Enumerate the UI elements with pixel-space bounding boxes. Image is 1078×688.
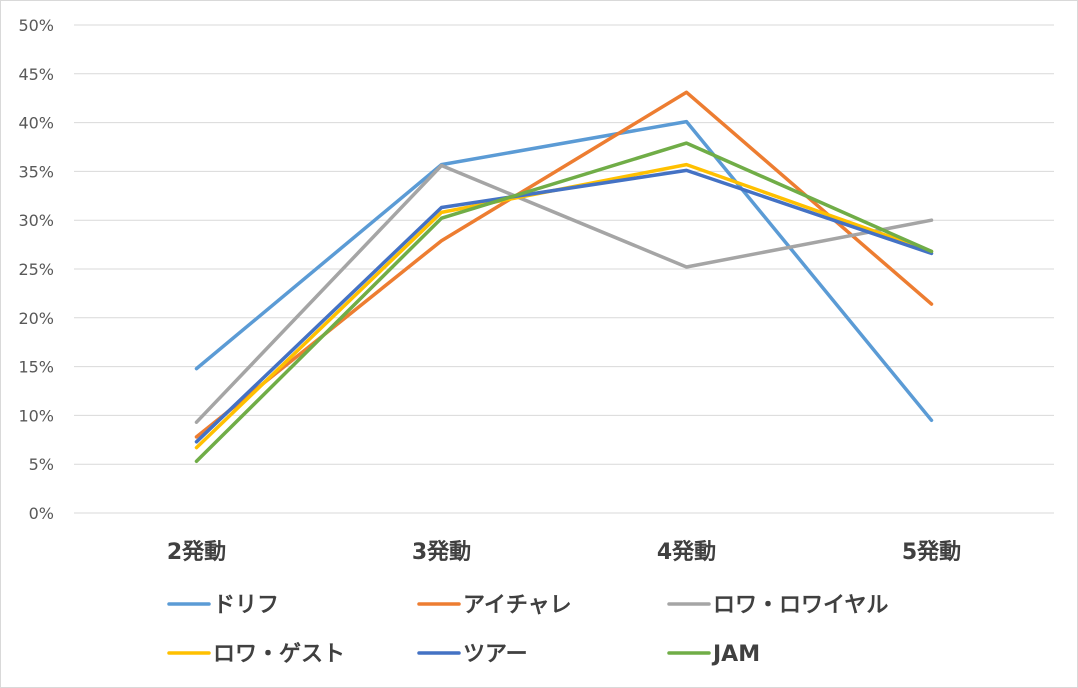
legend-item: ドリフ [167, 593, 279, 618]
series-line-3 [194, 163, 934, 424]
y-tick-label: 30% [18, 211, 54, 230]
y-tick-label: 15% [18, 358, 54, 377]
x-tick-label: 5発動 [902, 540, 961, 565]
gridlines [74, 24, 1054, 514]
legend-item: ロワ・ロワイヤル [667, 593, 888, 618]
legend-item: ロワ・ゲスト [167, 642, 345, 667]
x-tick-label: 2発動 [167, 540, 226, 565]
y-tick-label: 50% [18, 16, 54, 35]
y-tick-label: 10% [18, 406, 54, 425]
y-tick-label: 0% [29, 504, 54, 523]
legend-label: ドリフ [213, 593, 279, 618]
legend-item: ツアー [417, 642, 528, 667]
series-line-5 [194, 168, 934, 444]
legend-label: JAM [711, 642, 760, 667]
legend-label: ロワ・ロワイヤル [713, 593, 888, 618]
x-axis: 2発動 3発動 4発動 5発動 [167, 540, 961, 565]
y-axis: 0% 5% 10% 15% 20% 25% 30% 35% 40% 45% 50% [18, 16, 54, 523]
legend-label: ツアー [463, 642, 528, 667]
y-tick-label: 20% [18, 309, 54, 328]
y-tick-label: 5% [29, 455, 54, 474]
series-lines [194, 90, 934, 464]
series-line-1 [194, 119, 934, 423]
legend-label: ロワ・ゲスト [213, 642, 345, 667]
y-tick-label: 25% [18, 260, 54, 279]
y-tick-label: 40% [18, 114, 54, 133]
y-tick-label: 35% [18, 162, 54, 181]
series-line-6 [194, 141, 934, 464]
legend-label: アイチャレ [463, 593, 572, 618]
x-tick-label: 3発動 [412, 540, 471, 565]
y-tick-label: 45% [18, 65, 54, 84]
legend-item: JAM [667, 642, 760, 667]
x-tick-label: 4発動 [657, 540, 716, 565]
legend-item: アイチャレ [417, 593, 572, 618]
